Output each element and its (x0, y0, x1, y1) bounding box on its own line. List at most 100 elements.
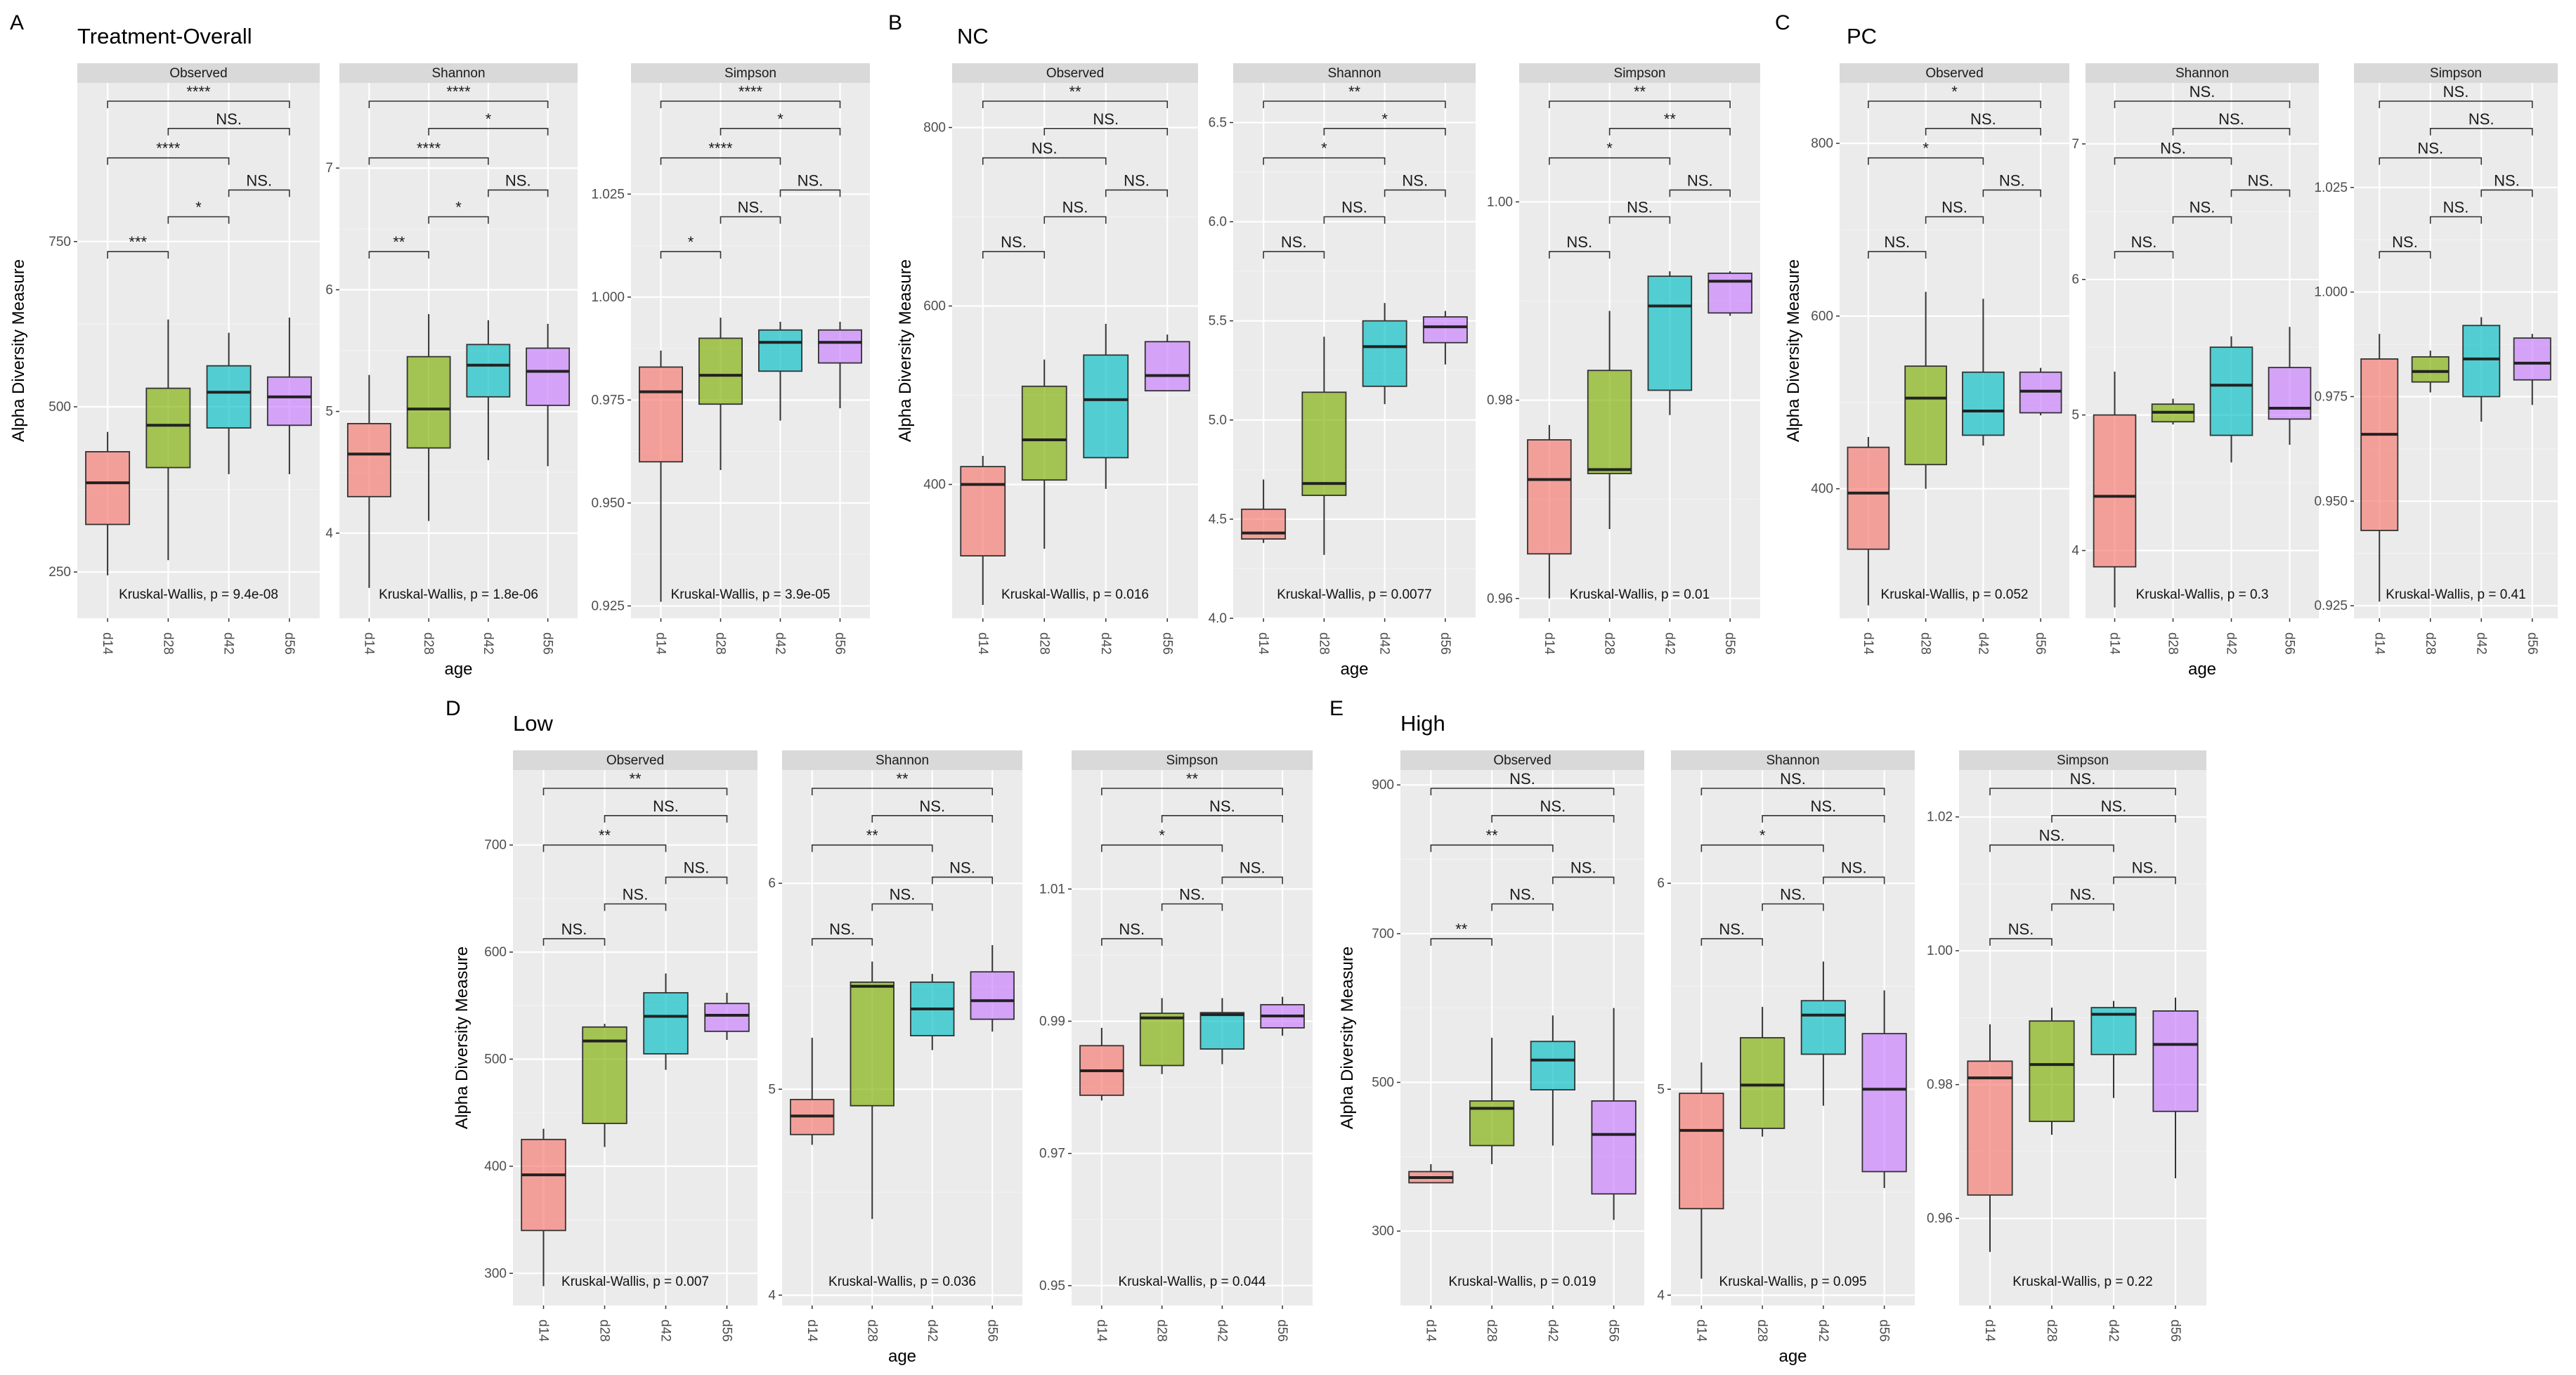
bracket-line (1868, 100, 2041, 108)
x-tick-label: d14 (653, 632, 668, 655)
significance-bracket: NS. (1700, 920, 1763, 946)
bracket-line (2429, 127, 2533, 136)
significance-label: NS. (2131, 233, 2157, 251)
x-tick-label: d42 (658, 1319, 673, 1342)
x-tick-label: d56 (2033, 632, 2048, 655)
significance-bracket: NS. (2114, 233, 2174, 259)
bracket-line (1669, 189, 1731, 197)
box-d28 (582, 1024, 627, 1147)
bracket-line (2051, 903, 2114, 911)
box-iqr (1967, 1060, 2013, 1196)
box-iqr (1647, 275, 1693, 391)
box-d14 (1527, 424, 1572, 599)
bracket-line (1101, 788, 1283, 795)
box-d28 (1301, 337, 1347, 555)
significance-label: ** (629, 770, 642, 788)
significance-label: NS. (2190, 199, 2216, 216)
kruskal-wallis-label: Kruskal-Wallis, p = 0.019 (1449, 1275, 1596, 1289)
significance-label: NS. (2190, 83, 2216, 100)
box-d14 (1847, 436, 1890, 606)
x-tick-label: d42 (1816, 1319, 1830, 1342)
bracket-line (604, 814, 728, 823)
significance-bracket: NS. (931, 859, 994, 885)
kruskal-wallis-label: Kruskal-Wallis, p = 0.095 (1719, 1275, 1867, 1289)
significance-label: * (688, 233, 694, 251)
box-iqr (758, 329, 803, 372)
box-d28 (1739, 1007, 1785, 1137)
kruskal-wallis-label: Kruskal-Wallis, p = 1.8e-06 (379, 587, 538, 602)
box-d56 (1861, 990, 1907, 1188)
x-tick-label: d56 (833, 632, 847, 655)
facet-simpson: Simpson 0.96 0.98 1.00 1.02 d14 d28 d42 d56 NS. NS… (1927, 750, 2206, 1342)
y-axis-label: Alpha Diversity Measure (1784, 259, 1803, 442)
x-tick-label: d42 (221, 632, 236, 655)
x-axis-label: age (888, 1347, 916, 1366)
box-iqr (1199, 1012, 1245, 1050)
box-d14 (1241, 479, 1287, 543)
significance-label: NS. (2443, 83, 2469, 100)
bracket-line (2172, 127, 2291, 136)
facet-strip-label: Shannon (1766, 753, 1819, 768)
panel-d: D Low Alpha Diversity Measure age Observed 30… (445, 697, 1313, 1366)
significance-label: * (1923, 140, 1929, 157)
x-tick-label: d56 (1275, 1319, 1289, 1342)
x-tick-label: d28 (1316, 632, 1331, 655)
x-tick-label: d28 (160, 632, 175, 655)
box-iqr (1904, 365, 1947, 466)
x-tick-label: d14 (2372, 632, 2386, 655)
bracket-line (1868, 251, 1927, 259)
significance-bracket: NS. (1925, 110, 2041, 136)
significance-label: NS. (2443, 199, 2469, 216)
bracket-line (1430, 938, 1492, 946)
facet-strip-label: Observed (606, 753, 664, 768)
significance-bracket: NS. (2379, 83, 2533, 108)
facet-strip-label: Simpson (1614, 66, 1666, 81)
bracket-line (982, 100, 1169, 108)
box-iqr (2411, 356, 2450, 383)
significance-bracket: ** (542, 827, 667, 852)
significance-label: NS. (1209, 797, 1235, 815)
y-tick-label: 0.96 (1487, 592, 1513, 606)
facet-strip (1840, 63, 2069, 83)
facet-strip-label: Simpson (724, 66, 776, 81)
significance-label: NS. (1884, 233, 1910, 251)
panel-title: NC (957, 24, 989, 48)
box-iqr (698, 337, 743, 405)
bracket-line (604, 903, 667, 911)
y-tick-label: 500 (1372, 1076, 1394, 1090)
significance-label: NS. (798, 171, 824, 189)
box-iqr (1861, 1033, 1907, 1173)
significance-label: NS. (1841, 859, 1867, 876)
significance-bracket: NS. (1043, 110, 1169, 136)
significance-label: NS. (1179, 886, 1205, 904)
bracket-line (1700, 938, 1763, 946)
significance-bracket: NS. (1762, 797, 1885, 823)
y-tick-label: 0.96 (1927, 1211, 1953, 1226)
significance-bracket: * (428, 199, 489, 224)
significance-label: NS. (1240, 859, 1266, 876)
box-iqr (85, 451, 131, 526)
box-d42 (1962, 299, 2005, 446)
box-iqr (1962, 371, 2005, 436)
facet-strip (1233, 63, 1476, 83)
bracket-line (167, 127, 290, 136)
box-d42 (1800, 961, 1847, 1106)
significance-label: NS. (1719, 920, 1745, 938)
facet-strip-label: Simpson (2430, 66, 2482, 81)
panel-title: Low (513, 711, 553, 736)
significance-label: NS. (2392, 233, 2418, 251)
box-d56 (526, 323, 571, 467)
significance-label: **** (417, 140, 441, 157)
box-d42 (1199, 998, 1245, 1064)
box-d56 (2152, 997, 2199, 1179)
significance-label: NS. (2468, 110, 2494, 128)
bracket-line (2379, 100, 2533, 108)
box-iqr (582, 1026, 627, 1124)
x-axis-label: age (444, 660, 472, 679)
panel-letter: E (1329, 697, 1344, 720)
x-tick-label: d56 (720, 1319, 734, 1342)
significance-label: NS. (1509, 886, 1535, 904)
significance-label: NS. (1941, 199, 1967, 216)
panel-title: Treatment-Overall (77, 24, 252, 48)
significance-bracket: NS. (1101, 920, 1163, 946)
